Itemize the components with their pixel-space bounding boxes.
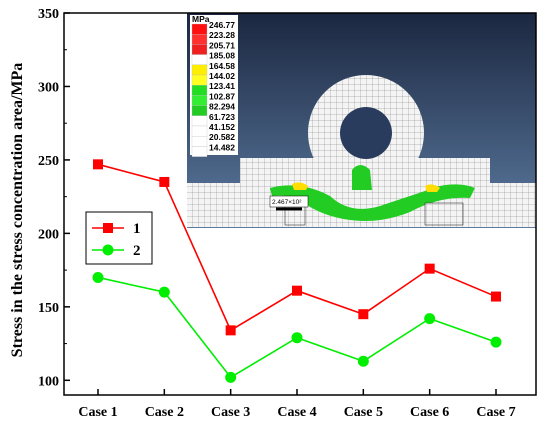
inset-legend-swatch xyxy=(191,85,208,96)
data-point xyxy=(225,325,236,336)
inset-legend-swatch xyxy=(191,44,208,55)
inset-contour-legend: MPa246.77223.28205.71185.08164.58144.021… xyxy=(191,14,235,157)
x-tick-label: Case 3 xyxy=(211,405,250,420)
legend-frame xyxy=(85,211,153,265)
data-point xyxy=(291,332,303,344)
inset-contour-yellow xyxy=(292,182,308,190)
inset-legend-value: 61.723 xyxy=(209,112,235,122)
data-point xyxy=(92,271,104,283)
x-tick-label: Case 6 xyxy=(410,405,449,420)
inset-contour-yellow-2 xyxy=(425,184,440,192)
data-point xyxy=(158,286,170,298)
x-tick-label: Case 4 xyxy=(277,405,316,420)
inset-legend-value: 20.582 xyxy=(209,132,235,142)
y-tick-label: 150 xyxy=(38,301,59,316)
y-axis-title: Stress in the stress concentration area/… xyxy=(9,63,26,358)
inset-probe-box xyxy=(269,195,309,208)
series-2 xyxy=(92,271,502,383)
inset-contour-green xyxy=(270,184,475,221)
inset-legend-swatch xyxy=(191,105,208,116)
x-tick-label: Case 5 xyxy=(344,405,383,420)
inset-legend-swatch xyxy=(191,74,208,86)
data-point xyxy=(491,291,501,302)
inset-legend-value: 14.482 xyxy=(209,142,235,152)
x-tick-label: Case 7 xyxy=(476,405,515,420)
data-point xyxy=(357,355,369,367)
series-1 xyxy=(93,159,501,336)
data-point xyxy=(225,371,237,383)
y-tick-label: 300 xyxy=(38,80,59,95)
inset-legend-swatch xyxy=(191,95,208,106)
inset-legend-value: 102.87 xyxy=(209,91,235,101)
inset-legend-value: 123.41 xyxy=(209,81,235,91)
data-point xyxy=(93,159,103,170)
data-point xyxy=(490,336,502,348)
inset-legend-swatch xyxy=(191,146,208,157)
y-tick-label: 250 xyxy=(38,154,59,169)
inset-legend-unit: MPa xyxy=(192,14,210,24)
inset-legend-value: 246.77 xyxy=(209,20,235,30)
data-point xyxy=(159,176,170,187)
x-tick-label: Case 2 xyxy=(145,405,184,420)
y-tick-label: 100 xyxy=(38,374,59,389)
inset-legend-swatch xyxy=(191,136,208,147)
inset-probe-label: 2.467×10² xyxy=(272,199,302,206)
data-point xyxy=(292,285,302,296)
x-tick-label: Case 1 xyxy=(78,405,117,420)
y-tick-label: 200 xyxy=(38,227,59,242)
inset-legend-value: 41.152 xyxy=(209,122,235,132)
inset-legend-swatch xyxy=(191,125,208,137)
plot-frame xyxy=(63,12,537,396)
legend-marker-1 xyxy=(103,223,113,233)
series-layer xyxy=(92,159,502,383)
data-point xyxy=(358,309,369,320)
fea-stress-contour-inset: 2.467×10² MPa246.77223.28205.71185.08164… xyxy=(187,13,536,228)
inset-legend-value: 205.71 xyxy=(209,40,235,50)
inset-legend-value: 144.02 xyxy=(209,71,235,81)
inset-legend-swatch xyxy=(191,64,208,76)
chart-legend: 12 xyxy=(85,211,153,265)
inset-legend-swatch xyxy=(191,34,208,45)
inset-legend-value: 223.28 xyxy=(209,30,235,40)
axes: 100 150 200 250 300 350 Case 1 Case 2 Case 3 Case… xyxy=(38,7,516,420)
inset-contour-green-2 xyxy=(352,165,372,190)
inset-legend-swatch xyxy=(191,23,208,35)
inset-legend-value: 185.08 xyxy=(209,51,235,61)
inset-legend-value: 82.294 xyxy=(209,102,235,112)
data-point xyxy=(424,263,435,274)
inset-legend-swatch xyxy=(191,54,208,65)
inset-legend-value: 164.58 xyxy=(209,61,235,71)
legend-label-1: 1 xyxy=(133,221,141,237)
data-point xyxy=(424,313,436,325)
legend-marker-2 xyxy=(102,244,114,256)
inset-legend-swatch xyxy=(191,115,208,127)
y-tick-label: 350 xyxy=(38,7,59,22)
inset-ring-hole xyxy=(340,107,392,159)
legend-label-2: 2 xyxy=(133,243,141,259)
inset-support-right xyxy=(424,202,464,226)
